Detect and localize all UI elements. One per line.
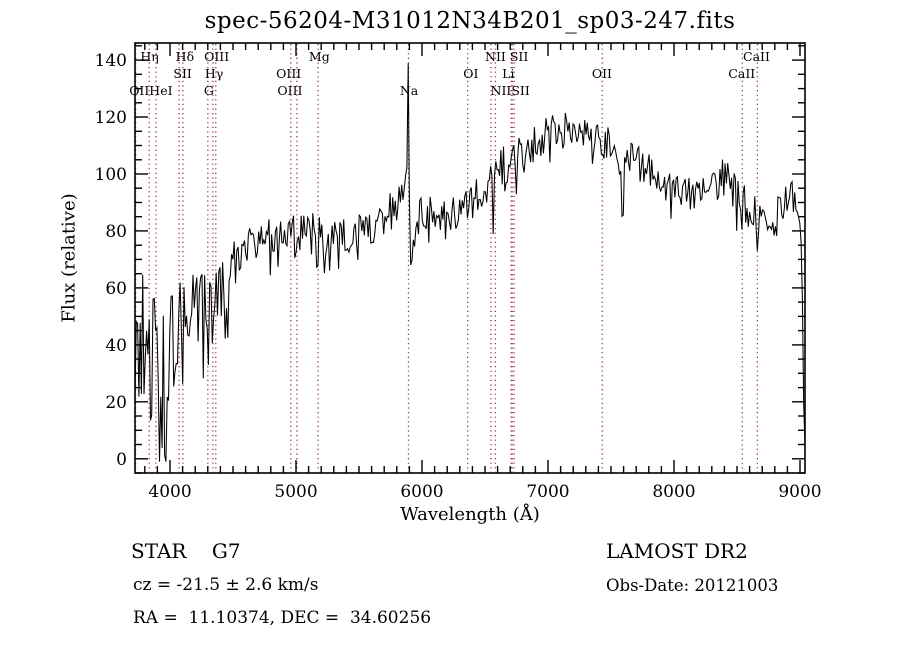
spectral-line-label: NIISII	[491, 83, 530, 98]
plot-frame	[134, 42, 806, 474]
x-tick-label: 5000	[274, 482, 317, 502]
x-tick-label: 4000	[148, 482, 191, 502]
spectral-line-label: OIIHeI	[129, 83, 172, 98]
y-tick-label: 120	[95, 108, 127, 128]
y-tick-label: 100	[95, 165, 127, 185]
spectral-line-label: Li	[502, 66, 514, 81]
spectral-line-label: SII	[173, 66, 192, 81]
spectral-line-label: Na	[400, 83, 419, 98]
spectral-line-label: CaII	[743, 49, 770, 64]
y-tick-label: 80	[105, 222, 127, 242]
y-tick-label: 40	[105, 336, 127, 356]
spectral-line-label: OIII	[276, 66, 301, 81]
spectral-line-label: OIII	[277, 83, 302, 98]
x-axis-label: Wavelength (Å)	[400, 504, 540, 525]
y-tick-label: 140	[95, 51, 127, 71]
x-tick-label: 6000	[400, 482, 443, 502]
y-tick-label: 0	[116, 450, 127, 470]
x-tick-label: 8000	[652, 482, 695, 502]
radial-velocity-text: cz = -21.5 ± 2.6 km/s	[133, 575, 319, 595]
survey-release-text: LAMOST DR2	[606, 539, 748, 563]
y-tick-label: 60	[105, 279, 127, 299]
object-class-text: STAR G7	[131, 539, 241, 563]
ra-dec-text: RA = 11.10374, DEC = 34.60256	[133, 608, 432, 628]
plot-title: spec-56204-M31012N34B201_sp03-247.fits	[204, 8, 736, 34]
spectral-line-label: Hδ	[176, 49, 194, 64]
y-tick-label: 20	[105, 393, 127, 413]
x-tick-label: 7000	[526, 482, 569, 502]
spectral-line-label: CaII	[728, 66, 755, 81]
spectral-line-label: OII	[592, 66, 612, 81]
spectral-line-label: G	[204, 83, 214, 98]
spectral-line-label: Hγ	[205, 66, 223, 81]
spectral-line-label: Mg	[309, 49, 330, 64]
spectrum-trace	[135, 63, 805, 462]
spectral-line-label: NII SII	[485, 49, 528, 64]
spectral-line-label: Hη	[140, 49, 158, 64]
obs-date-text: Obs-Date: 20121003	[606, 576, 779, 595]
spectral-line-label: OI	[463, 66, 478, 81]
x-tick-label: 9000	[778, 482, 821, 502]
spectral-line-label: OIII	[204, 49, 229, 64]
